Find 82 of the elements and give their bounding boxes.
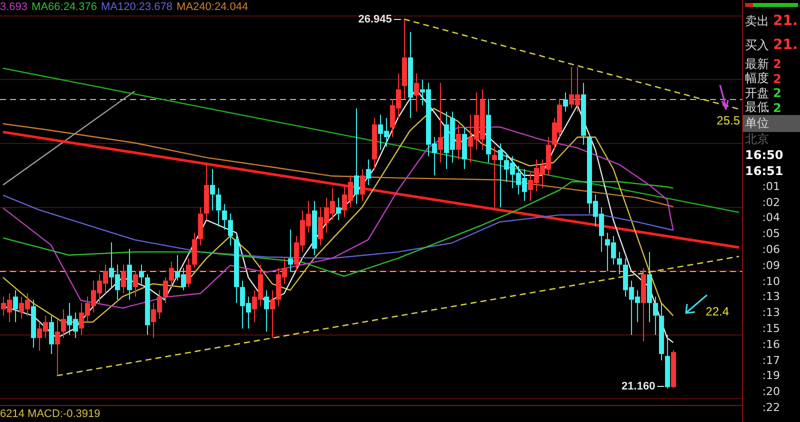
text: 北京: [744, 132, 770, 148]
candlestick: [659, 302, 664, 361]
candlestick: [354, 108, 359, 205]
candlestick: [228, 213, 233, 246]
candlestick: [665, 334, 670, 389]
candlestick: [49, 315, 54, 354]
candlestick: [198, 206, 203, 246]
text: 最新 2: [745, 56, 782, 72]
text: :01: [761, 178, 781, 194]
candlestick: [270, 290, 275, 339]
candlestick: [264, 290, 269, 332]
text: :16: [761, 336, 781, 352]
candlestick: [139, 264, 144, 284]
text: :13: [761, 305, 781, 321]
text: 卖出 21.: [745, 12, 798, 30]
candlestick: [617, 251, 622, 275]
candlestick: [312, 200, 317, 256]
candlestick: [145, 274, 150, 336]
candlestick: [121, 264, 126, 294]
text: MA66:24.376: [32, 1, 97, 13]
candlestick: [288, 229, 293, 272]
text: 16:50: [744, 148, 784, 163]
candlestick: [641, 267, 646, 342]
annotation: 22.4: [706, 304, 730, 318]
candlestick: [163, 276, 168, 304]
candlestick: [127, 248, 132, 300]
candlestick: [563, 92, 568, 112]
annotation: 21.160: [622, 380, 656, 392]
candlestick: [186, 258, 191, 288]
candlestick: [216, 188, 221, 227]
candlestick: [372, 117, 377, 170]
candlestick: [671, 350, 676, 388]
candlestick: [408, 31, 413, 118]
text: :04: [761, 210, 781, 226]
candlestick: [486, 98, 491, 164]
text: 16:51: [744, 163, 784, 178]
text: :19: [761, 368, 781, 384]
candlestick: [55, 318, 60, 376]
candlestick: [498, 143, 503, 208]
text: :02: [761, 194, 781, 210]
candlestick: [234, 235, 239, 304]
text: :10: [761, 274, 781, 290]
text: 买入 21.: [745, 36, 798, 54]
candlestick: [438, 82, 443, 164]
candlestick: [169, 260, 174, 288]
candlestick: [402, 18, 407, 100]
annotation: 25.5: [716, 113, 740, 128]
text: :20: [761, 384, 781, 400]
candlestick: [61, 308, 66, 339]
text: :22: [761, 400, 781, 416]
candlestick: [222, 204, 227, 230]
text: 幅度 2: [745, 70, 782, 88]
text: :17: [761, 352, 781, 368]
candlestick: [133, 270, 138, 298]
candlestick: [414, 72, 419, 112]
text: 6214 MACD:-0.3919: [0, 405, 742, 422]
candlestick: [192, 232, 197, 268]
text: 单位: [743, 115, 800, 132]
candlestick: [647, 251, 652, 323]
text: MA120:23.678: [100, 1, 173, 13]
candlestick: [204, 162, 209, 221]
text: :09: [761, 258, 781, 274]
text: MA240:24.044: [176, 1, 248, 13]
text: :05: [761, 226, 781, 242]
candlestick: [360, 168, 365, 202]
text: :13: [761, 289, 781, 305]
candlestick: [366, 158, 371, 186]
candlestick: [31, 299, 36, 348]
candlestick: [13, 290, 18, 323]
text: :06: [761, 242, 781, 258]
annotation: 26.945: [358, 13, 392, 26]
candlestick: [653, 296, 658, 336]
candlestick: [462, 127, 467, 170]
text: 开盘 2: [745, 84, 782, 102]
candlestick: [336, 197, 341, 221]
candlestick: [492, 146, 497, 208]
text: 最低 2: [745, 99, 782, 116]
candlestick: [456, 124, 461, 160]
text: 3.693: [0, 1, 28, 13]
text: :15: [761, 321, 781, 336]
candlestick: [581, 82, 586, 146]
candlestick: [210, 168, 215, 211]
